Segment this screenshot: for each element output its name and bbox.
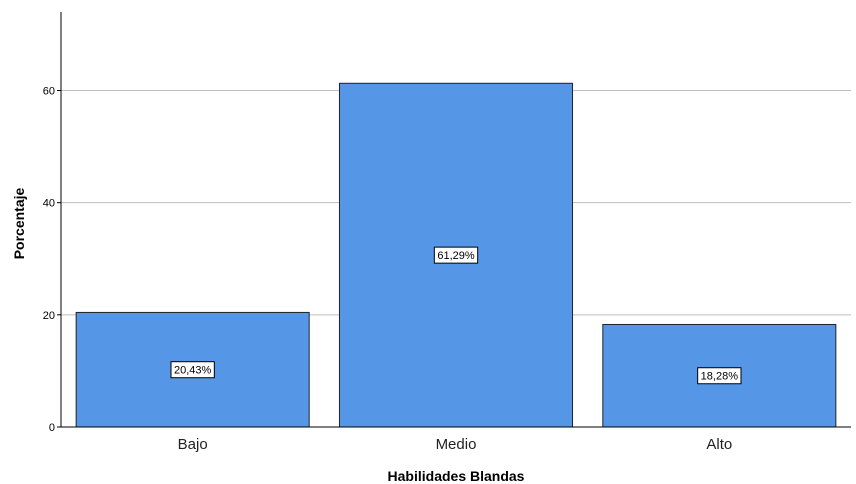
svg-text:61,29%: 61,29%	[437, 250, 475, 262]
y-axis-title: Porcentaje	[11, 187, 27, 259]
y-tick-label: 60	[43, 86, 55, 98]
svg-text:18,28%: 18,28%	[701, 371, 739, 383]
x-category-label: Bajo	[178, 436, 208, 453]
data-label: 61,29%	[433, 246, 479, 264]
data-label: 20,43%	[170, 361, 215, 379]
y-tick-label: 40	[43, 198, 55, 210]
axes	[60, 12, 851, 428]
bars	[75, 82, 837, 428]
x-category-label: Medio	[436, 436, 477, 453]
svg-text:20,43%: 20,43%	[174, 365, 212, 377]
data-label: 18,28%	[697, 367, 742, 385]
y-tick-label: 20	[43, 310, 55, 322]
x-category-label: Alto	[706, 436, 732, 453]
x-category-labels: Bajo Medio Alto	[178, 436, 733, 453]
x-axis-title: Habilidades Blandas	[388, 468, 525, 484]
y-tick-label: 0	[49, 422, 55, 434]
data-labels: 20,43% 61,29% 18,28%	[170, 246, 742, 385]
y-tick-labels: 0 20 40 60	[43, 86, 61, 434]
